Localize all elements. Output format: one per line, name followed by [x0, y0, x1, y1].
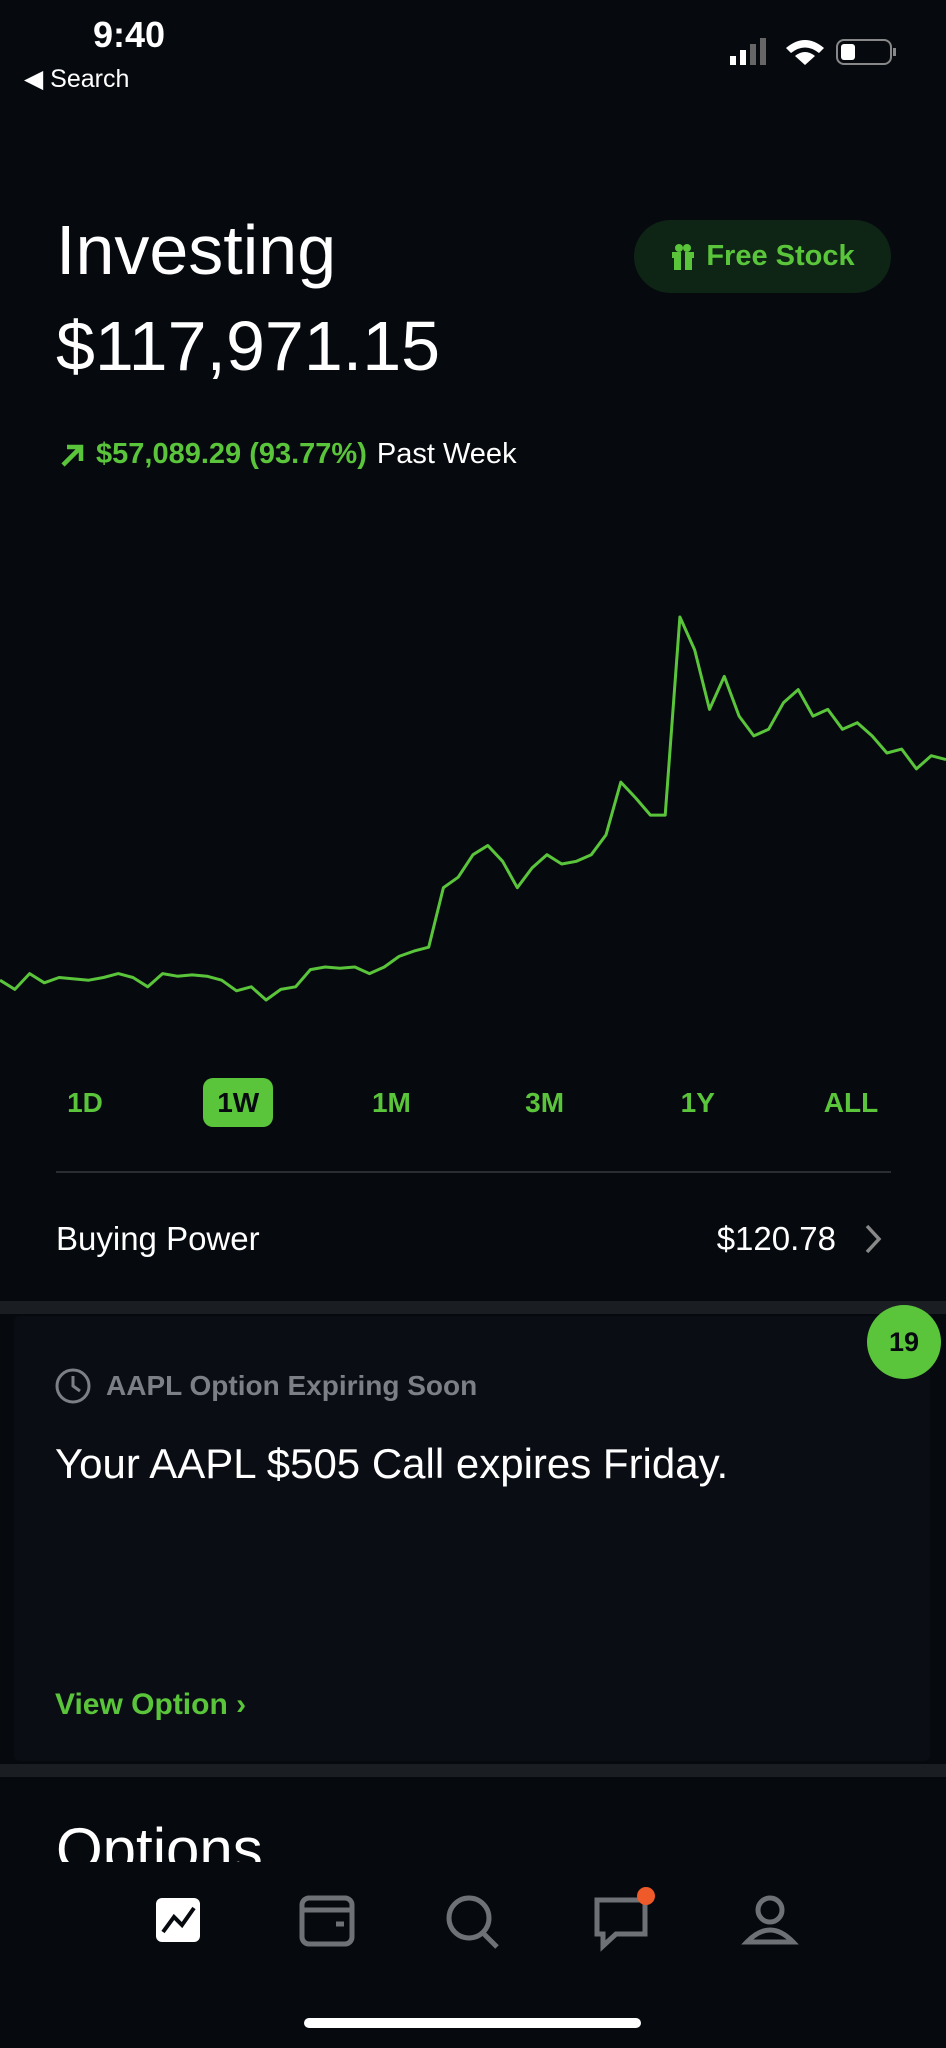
status-icons	[730, 38, 896, 65]
free-stock-button[interactable]: Free Stock	[634, 220, 891, 293]
tab-bar	[0, 1862, 946, 2048]
card-action[interactable]: View Option ›	[55, 1688, 247, 1721]
back-link[interactable]: ◀ Search	[24, 65, 130, 93]
range-button[interactable]: 1W	[203, 1078, 274, 1127]
card-title: AAPL Option Expiring Soon	[106, 1370, 478, 1401]
divider	[56, 1171, 891, 1173]
card-action-label[interactable]: View Option	[55, 1688, 228, 1721]
chevron[interactable]	[862, 1222, 884, 1256]
free-stock-label[interactable]: Free Stock	[706, 240, 855, 272]
range-button[interactable]: 3M	[525, 1087, 565, 1118]
separator	[0, 1764, 946, 1777]
tab-icons	[156, 1887, 799, 2028]
tab-home[interactable]	[156, 1898, 200, 1942]
status-time: 9:40	[92, 14, 166, 55]
price-line	[0, 615, 946, 1002]
section-title: Options	[56, 1816, 263, 1862]
clock-icon	[55, 1368, 91, 1404]
page-title: Investing	[56, 211, 337, 289]
portfolio-chart	[0, 615, 946, 1002]
range-button[interactable]: 1Y	[680, 1087, 715, 1118]
gift-icon	[672, 243, 695, 270]
range-button[interactable]: ALL	[823, 1087, 879, 1118]
tab-account[interactable]	[741, 1895, 799, 1945]
card-body: Your AAPL $505 Call expires Friday.	[55, 1440, 729, 1487]
range-button[interactable]: 1D	[67, 1087, 103, 1118]
separator	[0, 1301, 946, 1314]
portfolio-value: $117,971.15	[56, 307, 441, 385]
buying-power-label[interactable]: Buying Power	[56, 1220, 260, 1257]
buying-power-value[interactable]: $120.78	[716, 1220, 836, 1257]
tab-search[interactable]	[446, 1895, 499, 1949]
back-label[interactable]: Search	[50, 65, 130, 93]
change-period: Past Week	[376, 438, 517, 470]
change-row: $57,089.29 (93.77%) Past Week	[58, 438, 517, 471]
badge: 19	[867, 1305, 941, 1379]
tab-wallet[interactable]	[299, 1895, 355, 1947]
tab-messages[interactable]	[594, 1887, 655, 1952]
change-amount: $57,089.29 (93.77%)	[96, 438, 367, 470]
notification-card[interactable]	[14, 1316, 930, 1761]
home-indicator	[304, 2018, 641, 2028]
up-arrow	[61, 444, 84, 467]
range-button[interactable]: 1M	[371, 1087, 411, 1118]
